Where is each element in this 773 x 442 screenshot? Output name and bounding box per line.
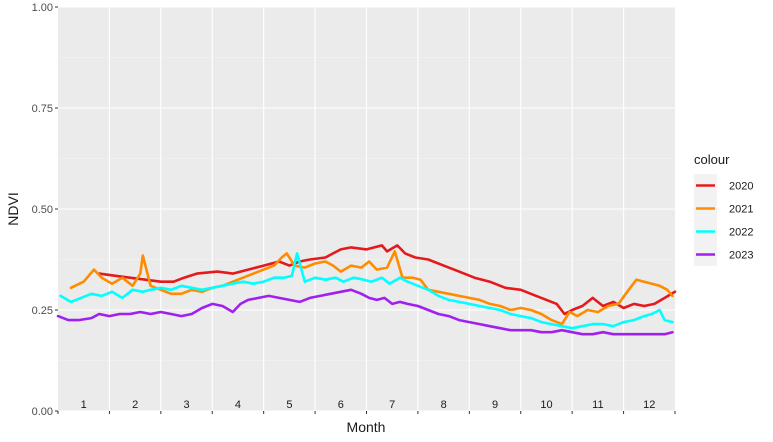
month-label: 7: [389, 399, 395, 411]
month-label: 12: [643, 399, 655, 411]
y-tick-label: 0.00: [32, 406, 53, 418]
month-label: 8: [441, 399, 447, 411]
legend-label-2022: 2022: [729, 227, 753, 239]
x-axis-title: Month: [347, 419, 386, 435]
month-label: 11: [592, 399, 603, 411]
legend-title: colour: [694, 152, 730, 167]
month-labels: 1 2 3 4 5 6 7 8 9 10 11 12: [81, 399, 656, 411]
legend-label-2020: 2020: [729, 181, 753, 193]
month-label: 5: [286, 399, 292, 411]
y-axis-title: NDVI: [5, 192, 21, 225]
legend: colour 2020 2021 2022 2023: [694, 152, 753, 266]
grid-major: [58, 6, 675, 412]
y-tick-label: 1.00: [32, 2, 53, 14]
month-label: 1: [81, 399, 87, 411]
series-line-2023: [56, 288, 674, 336]
month-label: 10: [540, 399, 552, 411]
month-label: 3: [183, 399, 189, 411]
y-tick-label: 0.50: [32, 204, 53, 216]
month-label: 6: [338, 399, 344, 411]
month-label: 9: [492, 399, 498, 411]
y-axis: 0.00 0.25 0.50 0.75 1.00: [32, 2, 58, 418]
series-layer: [56, 244, 677, 336]
month-label: 4: [235, 399, 241, 411]
legend-label-2021: 2021: [729, 204, 753, 216]
series-line-2022: [59, 252, 674, 330]
y-tick-label: 0.25: [32, 305, 53, 317]
series-line-2021: [69, 250, 674, 326]
series-line-2020: [97, 244, 677, 316]
y-tick-label: 0.75: [32, 103, 53, 115]
legend-label-2023: 2023: [729, 250, 753, 262]
month-label: 2: [132, 399, 138, 411]
x-axis: [57, 411, 676, 414]
